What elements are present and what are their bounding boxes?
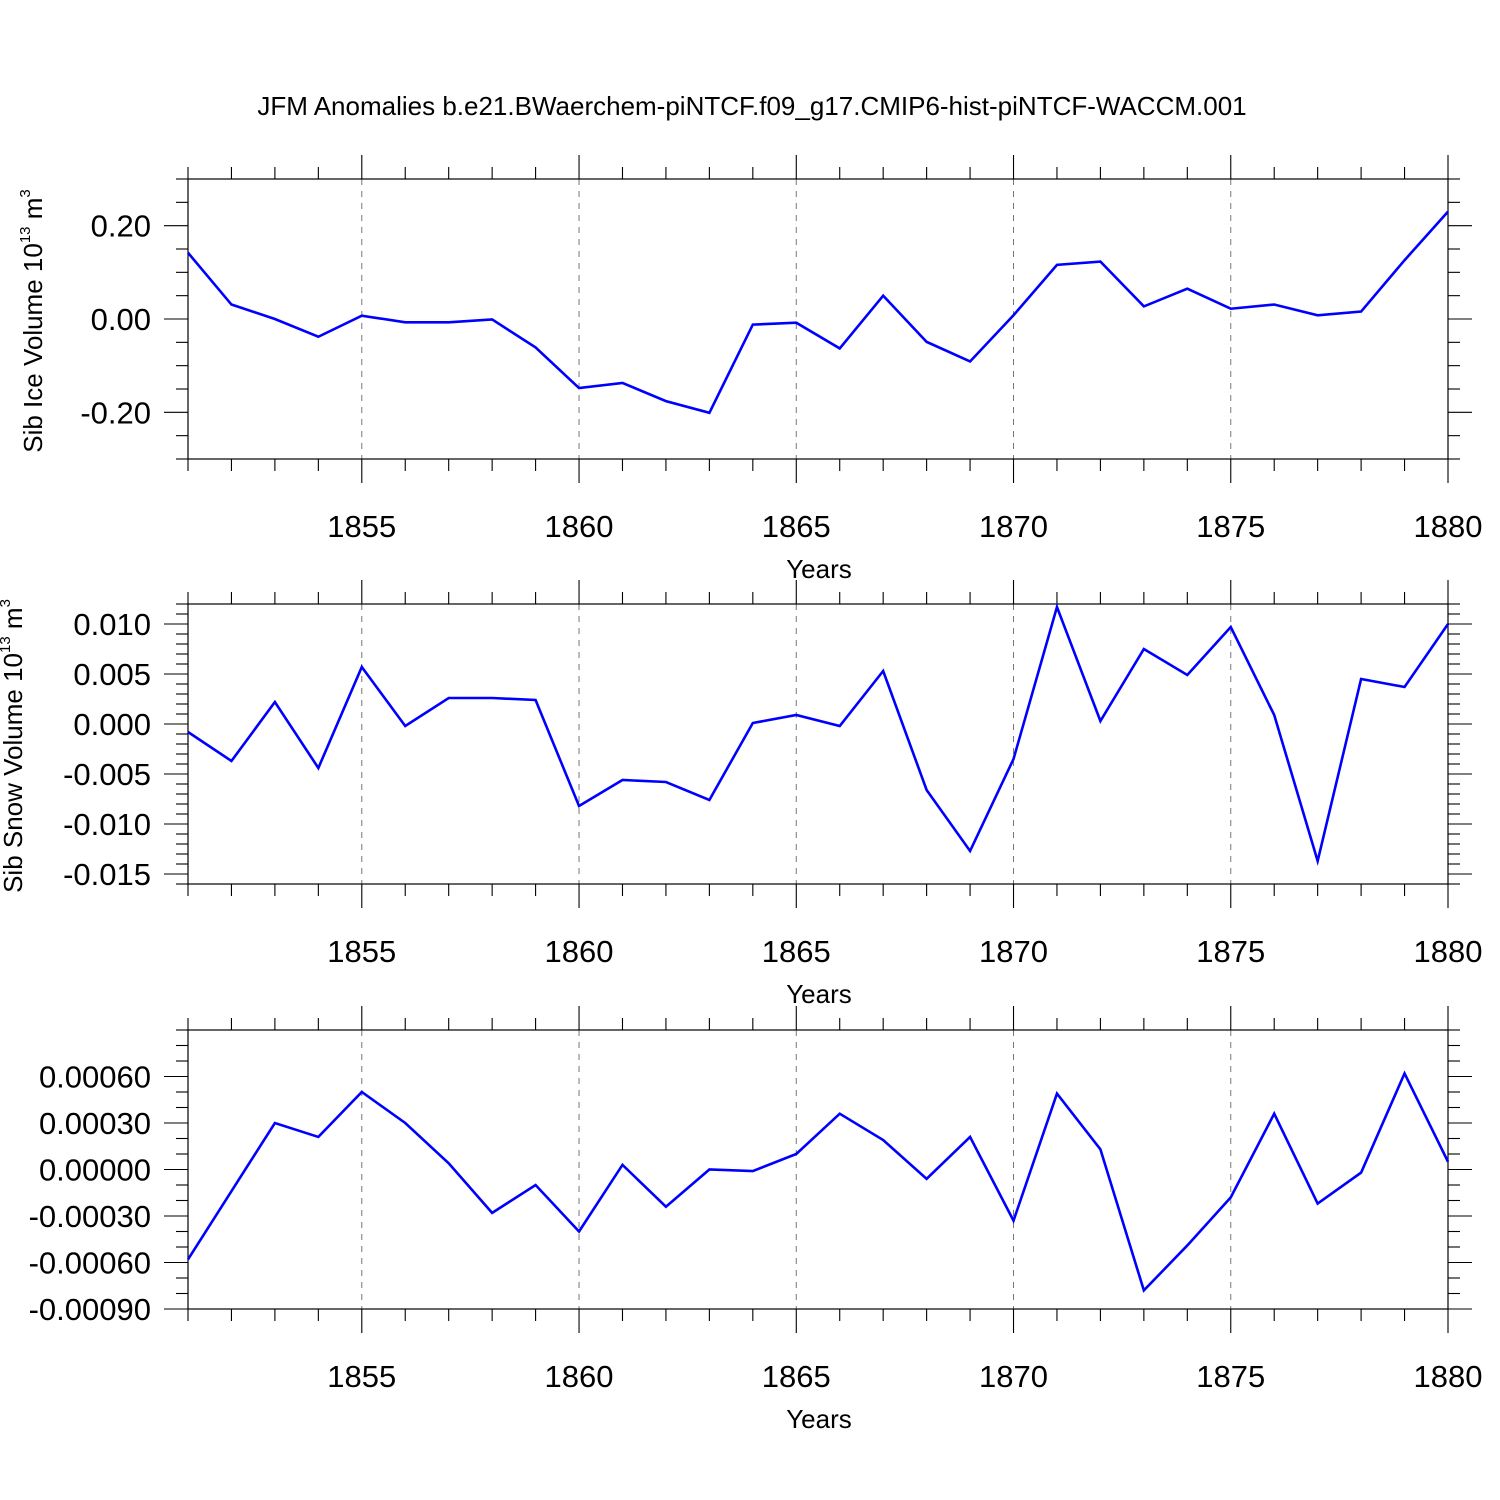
x-tick-label: 1875 (1196, 1359, 1265, 1394)
chart-title: JFM Anomalies b.e21.BWaerchem-piNTCF.f09… (257, 91, 1246, 121)
series-line (187, 602, 1450, 867)
y-tick-label: 0.00060 (39, 1060, 151, 1095)
y-tick-label: -0.20 (80, 395, 151, 430)
series-line (186, 1070, 1450, 1293)
y-tick-label: 0.00000 (39, 1153, 151, 1188)
y-axis-label-text: m (18, 198, 48, 227)
x-tick-label: 1880 (1414, 934, 1483, 969)
y-tick-label: -0.005 (63, 757, 151, 792)
x-tick-label: 1865 (762, 1359, 831, 1394)
y-tick-label: -0.010 (63, 807, 151, 842)
x-tick-label: 1870 (979, 1359, 1048, 1394)
y-axis-label-superscript: 13 (0, 636, 14, 653)
y-axis-label: Sib Ice Volume 1013 m3 (17, 189, 48, 453)
panel-3: 1855 1860 1865 1870 1875 1880 Years -0.00090 -0.… (29, 1006, 1483, 1434)
x-tick-label: 1860 (545, 509, 614, 544)
y-tick-label: 0.20 (91, 209, 151, 244)
y-tick-label: -0.00030 (29, 1199, 151, 1234)
y-axis-label: Sib Snow Volume 1013 m3 (0, 599, 28, 893)
series-line (187, 210, 1449, 415)
x-tick-label: 1870 (979, 509, 1048, 544)
x-tick-label: 1870 (979, 934, 1048, 969)
x-tick-label: 1875 (1196, 934, 1265, 969)
y-tick-label: 0.00030 (39, 1106, 151, 1141)
x-axis-label: Years (786, 979, 852, 1009)
y-tick-label: 0.010 (73, 607, 151, 642)
y-axis-label-superscript: 3 (0, 599, 14, 607)
x-tick-label: 1855 (327, 509, 396, 544)
x-tick-label: 1860 (545, 934, 614, 969)
x-tick-label: 1860 (545, 1359, 614, 1394)
y-tick-label: 0.005 (73, 657, 151, 692)
plot-frame (187, 1029, 1449, 1310)
y-axis-label-superscript: 13 (17, 226, 34, 243)
x-axis-label: Years (786, 1404, 852, 1434)
y-axis-label-text: Sib Snow Volume 10 (0, 653, 28, 893)
y-tick-label: -0.00060 (29, 1246, 151, 1281)
x-tick-label: 1855 (327, 1359, 396, 1394)
x-tick-label: 1880 (1414, 1359, 1483, 1394)
y-axis-label-text: m (0, 607, 28, 636)
x-tick-label: 1880 (1414, 509, 1483, 544)
panel-2: 1855 1860 1865 1870 1875 1880 Years -0.015 -0.01… (0, 580, 1482, 1009)
panel-1: 1855 1860 1865 1870 1875 1880 Years -0.20 0.00 0.… (17, 155, 1482, 584)
x-axis-label: Years (786, 554, 852, 584)
x-tick-label: 1865 (762, 934, 831, 969)
x-tick-label: 1865 (762, 509, 831, 544)
y-tick-label: 0.00 (91, 302, 151, 337)
y-axis-label-superscript: 3 (17, 189, 34, 197)
y-tick-label: -0.00090 (29, 1292, 151, 1327)
y-tick-label: -0.015 (63, 857, 151, 892)
y-axis-label-text: Sib Ice Volume 10 (18, 243, 48, 453)
x-tick-label: 1875 (1196, 509, 1265, 544)
y-tick-label: 0.000 (73, 707, 151, 742)
plot-frame (187, 603, 1449, 885)
panels: 1855 1860 1865 1870 1875 1880 Years -0.20 0.00 0.… (0, 155, 1482, 1434)
x-tick-label: 1855 (327, 934, 396, 969)
